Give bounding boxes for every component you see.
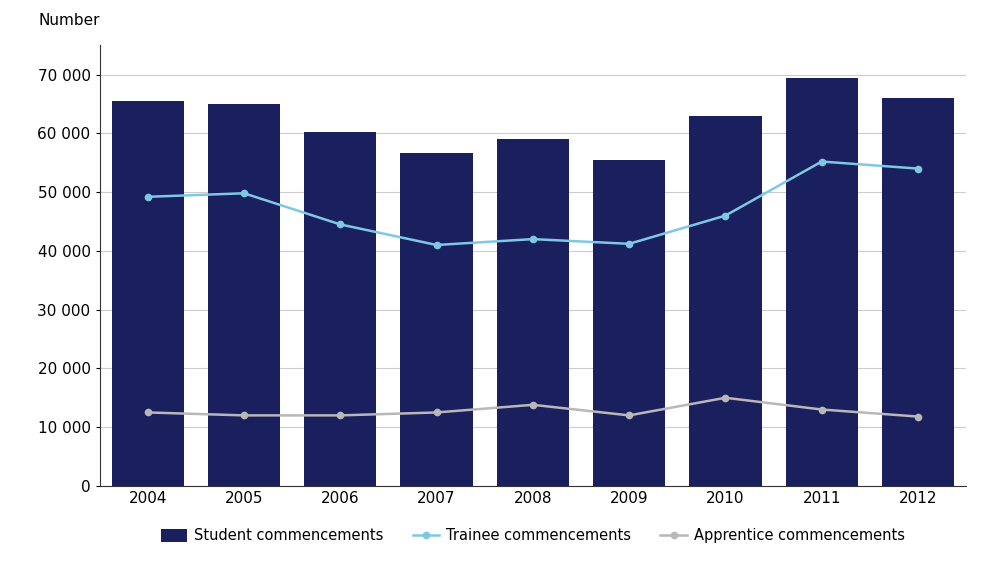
Trainee commencements	[335, 221, 347, 228]
Trainee commencements	[238, 190, 250, 197]
Bar	[786, 77, 858, 486]
Apprentice commencements	[816, 406, 828, 413]
Apprentice commencements	[527, 401, 539, 408]
Apprentice commencements	[430, 409, 442, 416]
Apprentice commencements	[141, 409, 153, 416]
Line: Apprentice commencements: Apprentice commencements	[144, 394, 921, 420]
Apprentice commencements	[912, 413, 924, 420]
Text: Number: Number	[39, 12, 101, 28]
Line: Trainee commencements: Trainee commencements	[144, 158, 921, 248]
Bar	[689, 116, 762, 486]
Apprentice commencements	[719, 394, 731, 401]
Trainee commencements	[430, 242, 442, 249]
Bar	[881, 98, 954, 486]
Trainee commencements	[623, 241, 635, 247]
Trainee commencements	[527, 236, 539, 242]
Trainee commencements	[141, 193, 153, 200]
Apprentice commencements	[335, 412, 347, 419]
Bar	[112, 101, 184, 486]
Trainee commencements	[912, 165, 924, 172]
Bar	[400, 153, 473, 486]
Bar	[208, 104, 280, 486]
Apprentice commencements	[623, 412, 635, 419]
Legend: Student commencements, Trainee commencements, Apprentice commencements: Student commencements, Trainee commencem…	[154, 523, 911, 549]
Trainee commencements	[719, 212, 731, 219]
Bar	[304, 132, 376, 486]
Bar	[497, 139, 569, 486]
Trainee commencements	[816, 158, 828, 165]
Apprentice commencements	[238, 412, 250, 419]
Bar	[593, 160, 665, 486]
